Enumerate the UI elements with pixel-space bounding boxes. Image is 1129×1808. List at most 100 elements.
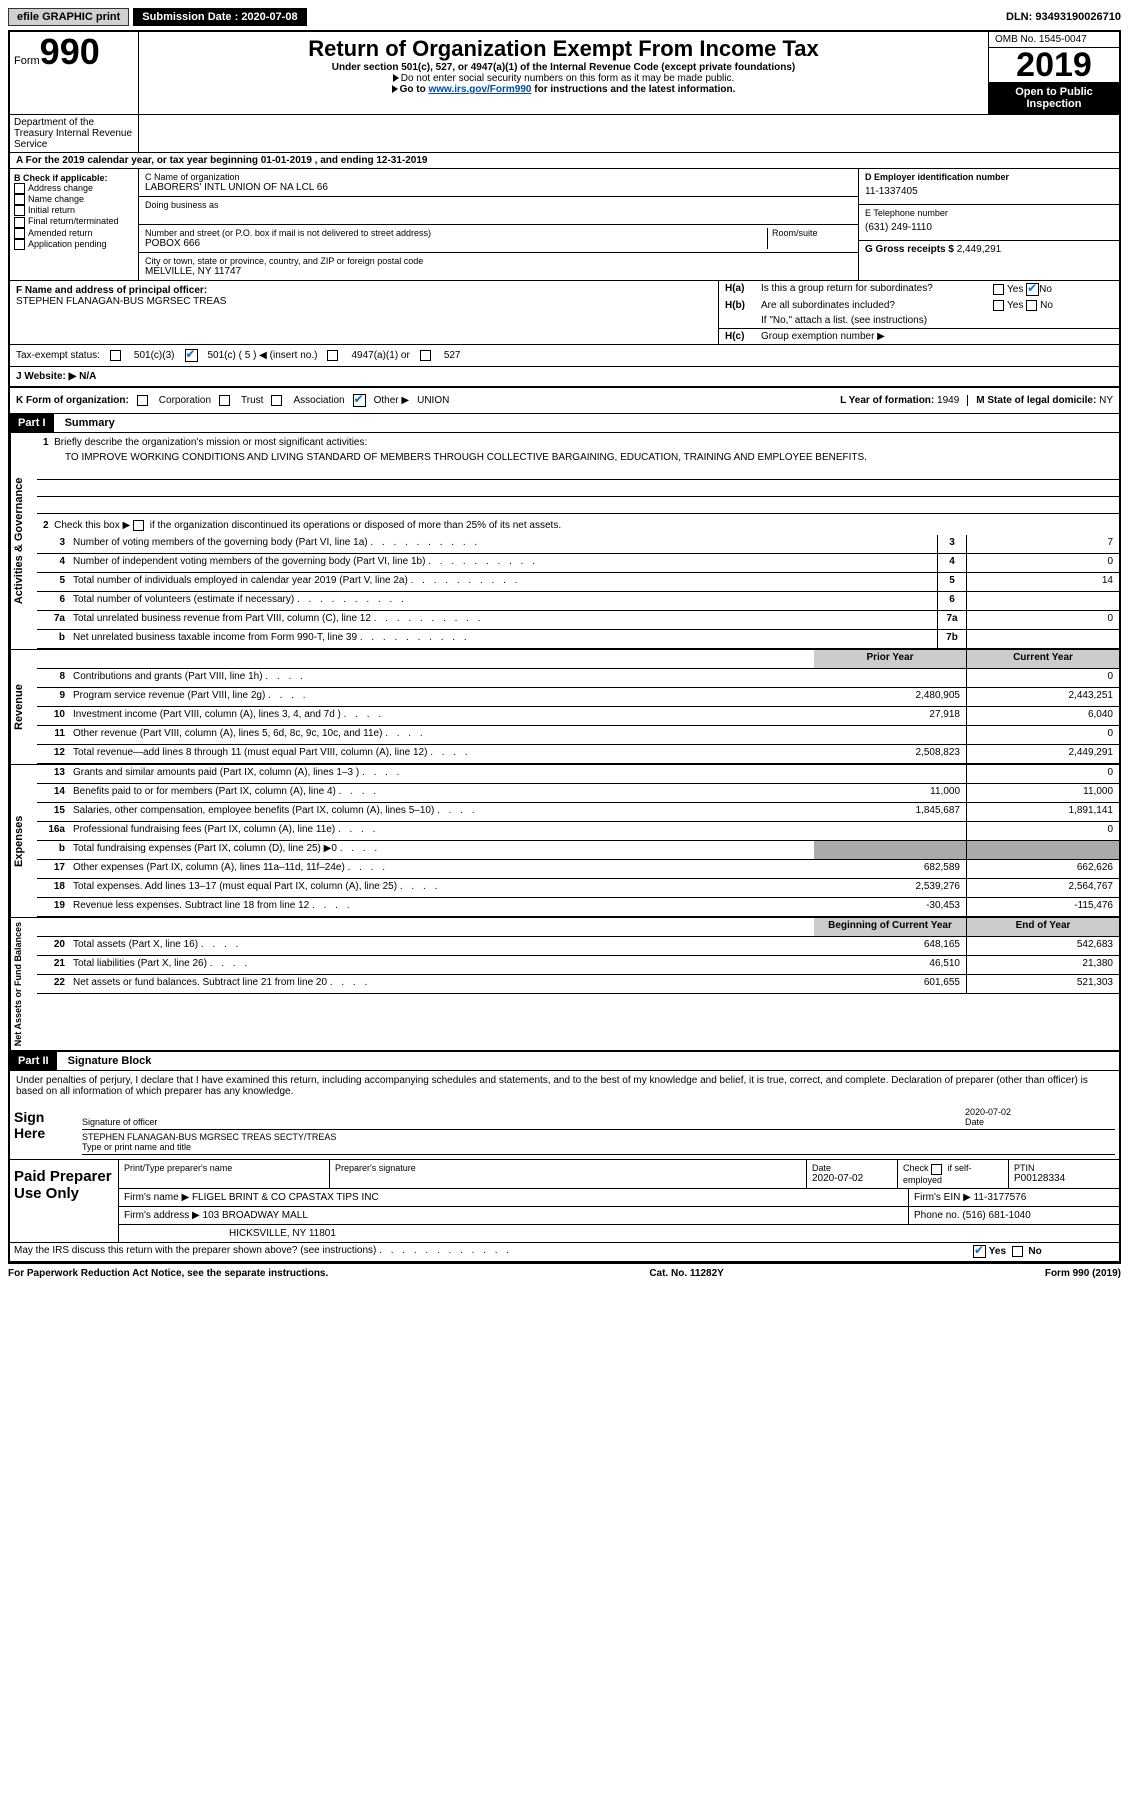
chk-self-employed[interactable] <box>931 1164 942 1175</box>
chk-trust[interactable] <box>219 395 230 406</box>
side-expenses: Expenses <box>10 765 37 917</box>
arrow-icon <box>393 74 399 82</box>
firm-addr2: HICKSVILLE, NY 11801 <box>119 1225 1119 1242</box>
ptin-value: P00128334 <box>1014 1173 1114 1184</box>
print-name-label: Type or print name and title <box>82 1142 191 1152</box>
prep-name-label: Print/Type preparer's name <box>124 1163 324 1173</box>
checkbox-name-change[interactable] <box>14 194 25 205</box>
firm-ein-label: Firm's EIN ▶ <box>914 1192 971 1203</box>
tax-status-label: Tax-exempt status: <box>16 350 100 361</box>
checkbox-final-return[interactable] <box>14 217 25 228</box>
ein-value: 11-1337405 <box>865 182 1113 201</box>
street-address: POBOX 666 <box>145 238 767 249</box>
side-netassets: Net Assets or Fund Balances <box>10 918 37 1050</box>
checkbox-initial-return[interactable] <box>14 205 25 216</box>
tax-period: For the 2019 calendar year, or tax year … <box>26 155 428 166</box>
firm-phone-label: Phone no. <box>914 1210 960 1221</box>
k-other-value: UNION <box>417 395 449 406</box>
chk-discontinued[interactable] <box>133 520 144 531</box>
firm-name-label: Firm's name ▶ <box>124 1192 189 1203</box>
subtitle-2: Do not enter social security numbers on … <box>143 73 984 84</box>
hb-yes[interactable] <box>993 300 1004 311</box>
officer-name: STEPHEN FLANAGAN-BUS MGRSEC TREAS <box>16 296 712 307</box>
ha-no[interactable] <box>1026 283 1039 296</box>
department-label: Department of the Treasury Internal Reve… <box>10 115 139 152</box>
submission-date-button[interactable]: Submission Date : 2020-07-08 <box>133 8 306 26</box>
q2: Check this box ▶ if the organization dis… <box>54 520 561 531</box>
discuss-yes[interactable] <box>973 1245 986 1258</box>
firm-phone: (516) 681-1040 <box>962 1210 1030 1221</box>
part2-header: Part II <box>10 1052 57 1070</box>
firm-ein: 11-3177576 <box>974 1192 1027 1203</box>
k-label: K Form of organization: <box>16 395 129 406</box>
phone-label: E Telephone number <box>865 208 1113 218</box>
checkbox-amended[interactable] <box>14 228 25 239</box>
mission-text: TO IMPROVE WORKING CONDITIONS AND LIVING… <box>37 452 1119 463</box>
l-label: L Year of formation: <box>840 395 934 406</box>
cy-header: Current Year <box>967 650 1119 668</box>
checkbox-address-change[interactable] <box>14 183 25 194</box>
sig-date: 2020-07-02 <box>965 1107 1115 1117</box>
side-governance: Activities & Governance <box>10 433 37 649</box>
ha-yes[interactable] <box>993 284 1004 295</box>
footer-mid: Cat. No. 11282Y <box>649 1268 723 1279</box>
m-value: NY <box>1099 395 1113 406</box>
top-toolbar: efile GRAPHIC print Submission Date : 20… <box>8 8 1121 26</box>
officer-label: F Name and address of principal officer: <box>16 285 712 296</box>
l-value: 1949 <box>937 395 959 406</box>
irs-link[interactable]: www.irs.gov/Form990 <box>428 84 531 95</box>
m-label: M State of legal domicile: <box>976 395 1096 406</box>
firm-name: FLIGEL BRINT & CO CPASTAX TIPS INC <box>192 1192 379 1203</box>
side-revenue: Revenue <box>10 650 37 764</box>
section-b-label: B Check if applicable: <box>14 173 134 183</box>
dba-label: Doing business as <box>145 200 852 210</box>
part1-title: Summary <box>57 417 115 429</box>
discuss-question: May the IRS discuss this return with the… <box>14 1245 376 1256</box>
arrow-icon <box>392 85 398 93</box>
tax-year: 2019 <box>989 48 1119 82</box>
py-header: Prior Year <box>814 650 967 668</box>
chk-501c[interactable] <box>185 349 198 362</box>
prep-sig-label: Preparer's signature <box>335 1163 801 1173</box>
prep-date: 2020-07-02 <box>812 1173 892 1184</box>
form-title: Return of Organization Exempt From Incom… <box>143 36 984 62</box>
chk-assoc[interactable] <box>271 395 282 406</box>
hc-question: Group exemption number ▶ <box>761 331 1113 342</box>
chk-501c3[interactable] <box>110 350 121 361</box>
hb-note: If "No," attach a list. (see instruction… <box>761 315 1113 326</box>
footer-left: For Paperwork Reduction Act Notice, see … <box>8 1268 328 1279</box>
hb-no[interactable] <box>1026 300 1037 311</box>
officer-printed-name: STEPHEN FLANAGAN-BUS MGRSEC TREAS SECTY/… <box>82 1132 1115 1142</box>
period-label: A <box>16 155 26 166</box>
chk-other[interactable] <box>353 394 366 407</box>
org-name-label: C Name of organization <box>145 172 852 182</box>
checkbox-app-pending[interactable] <box>14 239 25 250</box>
firm-addr-label: Firm's address ▶ <box>124 1210 200 1221</box>
sig-date-label: Date <box>965 1117 984 1127</box>
firm-addr1: 103 BROADWAY MALL <box>203 1210 308 1221</box>
ha-question: Is this a group return for subordinates? <box>761 283 993 296</box>
website-label: J Website: ▶ <box>16 371 76 382</box>
gross-label: G Gross receipts $ <box>865 244 954 255</box>
org-name: LABORERS' INTL UNION OF NA LCL 66 <box>145 182 852 193</box>
sign-here-label: Sign Here <box>10 1101 78 1159</box>
discuss-no[interactable] <box>1012 1246 1023 1257</box>
subtitle-1: Under section 501(c), 527, or 4947(a)(1)… <box>143 62 984 73</box>
city-label: City or town, state or province, country… <box>145 256 852 266</box>
form-990: Form990 Return of Organization Exempt Fr… <box>8 30 1121 1264</box>
website-value: N/A <box>79 371 96 382</box>
city-state-zip: MELVILLE, NY 11747 <box>145 266 852 277</box>
open-public-badge: Open to Public Inspection <box>989 82 1119 114</box>
form-word: Form <box>14 55 40 67</box>
footer-right: Form 990 (2019) <box>1045 1268 1121 1279</box>
perjury-declaration: Under penalties of perjury, I declare th… <box>10 1071 1119 1101</box>
part1-header: Part I <box>10 414 54 432</box>
chk-527[interactable] <box>420 350 431 361</box>
chk-corp[interactable] <box>137 395 148 406</box>
phone-value: (631) 249-1110 <box>865 218 1113 237</box>
dln-text: DLN: 93493190026710 <box>1006 11 1121 23</box>
gross-value: 2,449,291 <box>957 244 1002 255</box>
chk-4947[interactable] <box>327 350 338 361</box>
part2-title: Signature Block <box>60 1055 152 1067</box>
efile-print-button[interactable]: efile GRAPHIC print <box>8 8 129 26</box>
